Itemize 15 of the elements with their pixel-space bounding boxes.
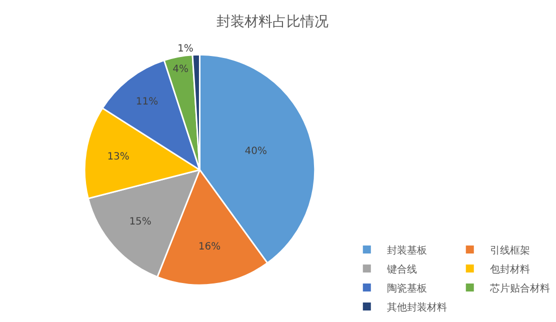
legend-label: 引线框架	[490, 244, 530, 256]
data-label: 15%	[129, 216, 152, 228]
data-label: 11%	[136, 96, 158, 108]
data-label: 4%	[172, 64, 188, 75]
chart-title: 封装材料占比情况	[216, 14, 328, 30]
data-label: 13%	[107, 151, 130, 162]
legend-label: 其他封装材料	[386, 301, 447, 314]
legend-label: 芯片贴合材料	[488, 282, 550, 294]
data-label: 16%	[198, 241, 221, 252]
legend-label: 包封材料	[490, 263, 530, 276]
legend-label: 键合线	[386, 263, 417, 276]
legend-label: 陶瓷基板	[386, 282, 427, 294]
legend-label: 封装基板	[386, 244, 427, 256]
data-label: 1%	[177, 44, 194, 55]
data-label: 40%	[244, 146, 267, 158]
